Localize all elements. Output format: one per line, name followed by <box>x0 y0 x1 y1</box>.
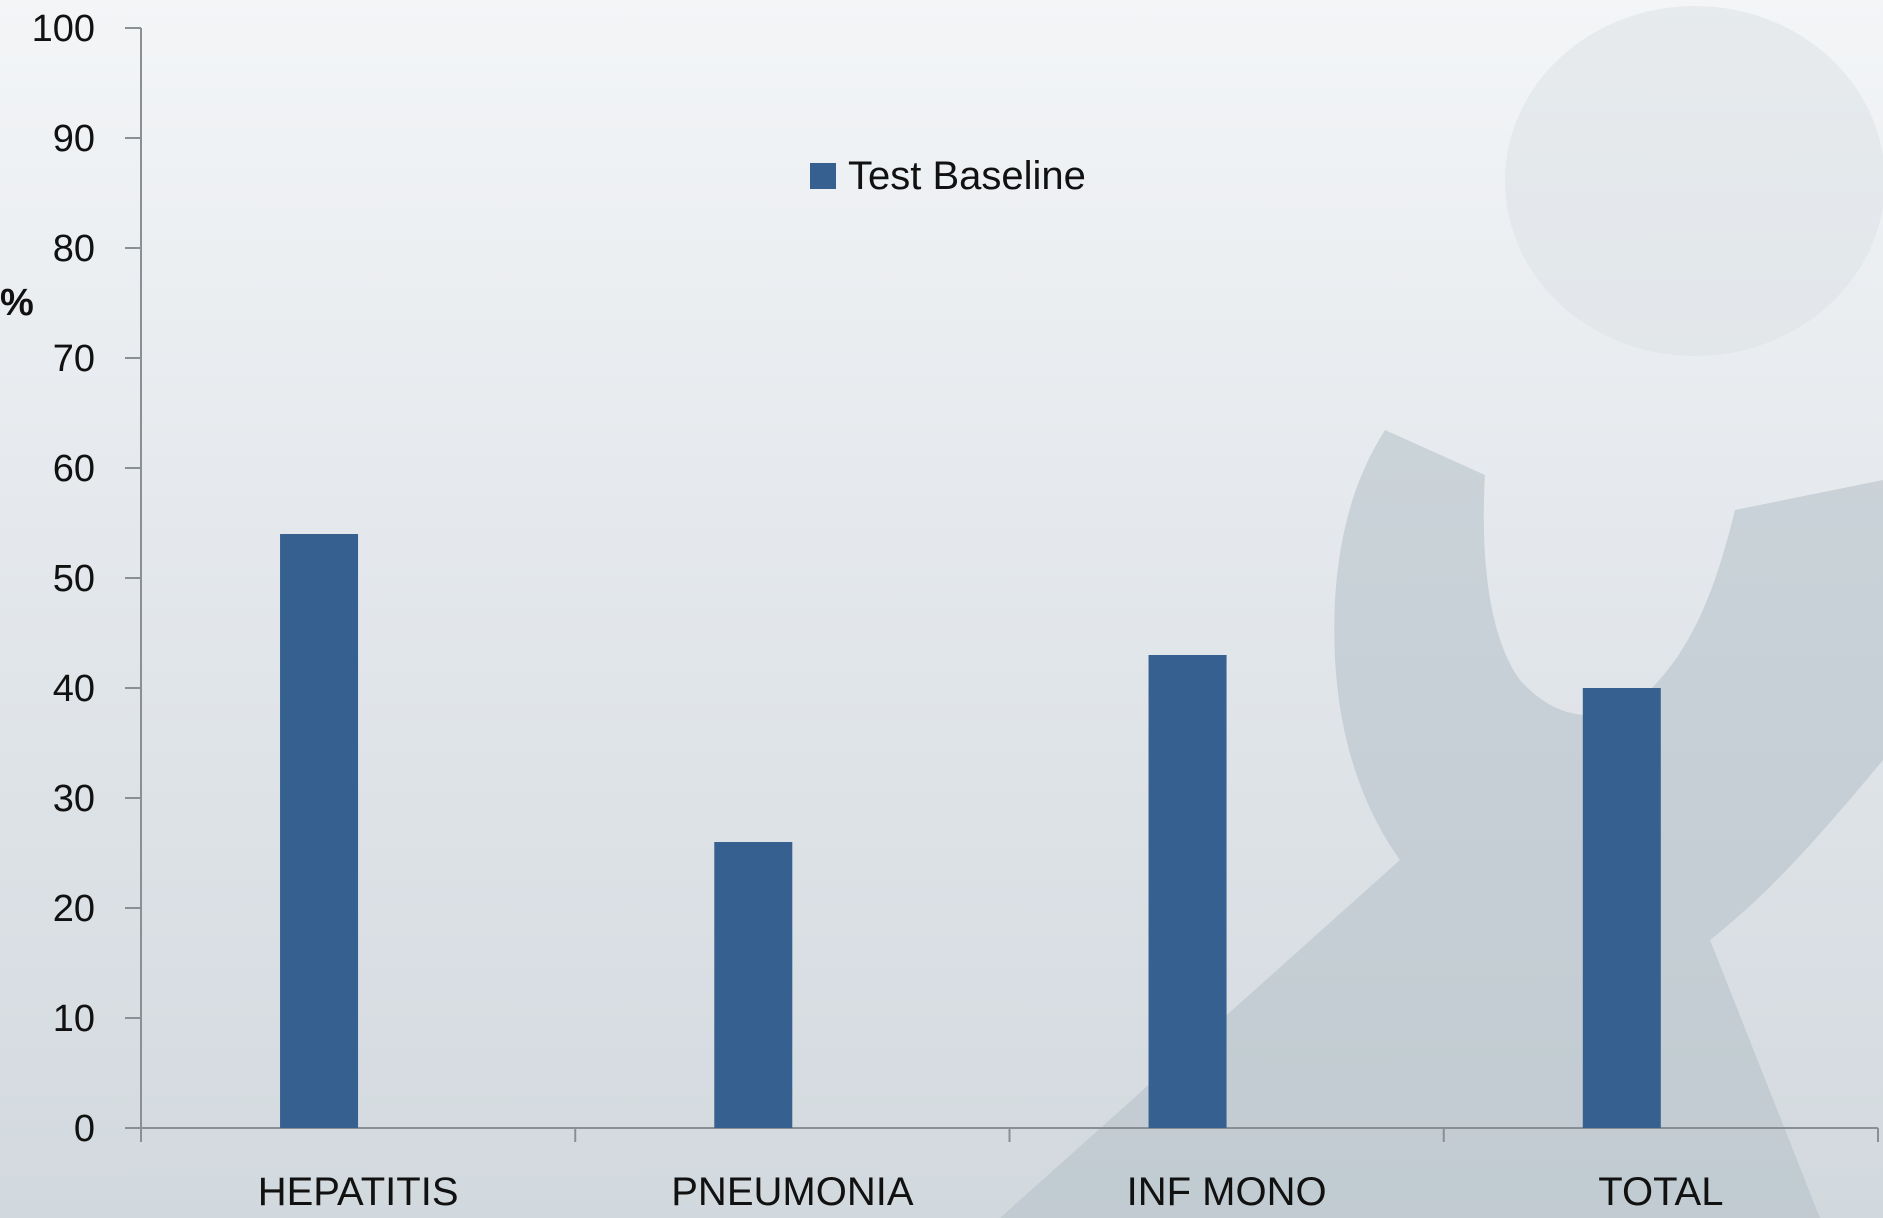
x-category-label: HEPATITIS <box>258 1170 459 1214</box>
y-tick-label: 30 <box>53 778 95 820</box>
y-tick-label: 60 <box>53 448 95 490</box>
y-tick-label: 90 <box>53 118 95 160</box>
bar-total <box>1582 688 1661 1128</box>
y-tick-label: 0 <box>74 1108 95 1150</box>
y-axis-title: % <box>0 282 34 324</box>
x-category-label: TOTAL <box>1598 1170 1723 1214</box>
y-tick-label: 50 <box>53 558 95 600</box>
y-tick-label: 10 <box>53 998 95 1040</box>
bar-pneumonia <box>714 842 793 1128</box>
y-tick-label: 80 <box>53 228 95 270</box>
legend-swatch <box>810 163 836 189</box>
watermark-head-shape <box>1505 6 1883 356</box>
chart-bars <box>280 534 1661 1128</box>
y-tick-label: 20 <box>53 888 95 930</box>
y-tick-label: 100 <box>32 8 95 50</box>
legend-label: Test Baseline <box>848 154 1086 198</box>
bar-inf-mono <box>1148 655 1227 1128</box>
bar-hepatitis <box>280 534 359 1128</box>
background-watermark <box>1000 6 1883 1218</box>
watermark-body-shape <box>1000 430 1883 1218</box>
chart-labels: 0 10 20 30 40 50 60 70 80 90 100 HEPATITIS PNEUMONIA… <box>32 8 1724 1214</box>
chart-legend: Test Baseline <box>810 154 1086 198</box>
y-tick-label: 70 <box>53 338 95 380</box>
x-category-label: PNEUMONIA <box>671 1170 914 1214</box>
y-tick-label: 40 <box>53 668 95 710</box>
x-category-label: INF MONO <box>1127 1170 1327 1214</box>
